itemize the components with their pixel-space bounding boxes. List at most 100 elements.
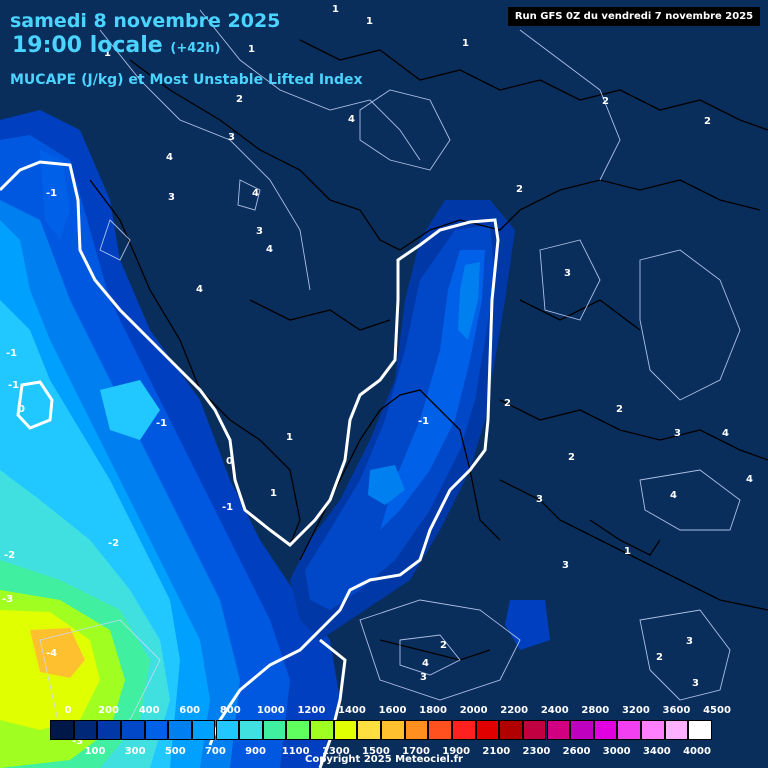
- zero-lifted-index-contour: [0, 160, 500, 768]
- legend-swatch: [499, 720, 523, 740]
- lifted-index-label: 4: [422, 658, 429, 669]
- lifted-index-label: -1: [156, 418, 167, 429]
- lifted-index-label: 4: [252, 188, 259, 199]
- legend-swatch: [97, 720, 121, 740]
- lifted-index-label: 3: [562, 560, 569, 571]
- lifted-index-label: 2: [568, 452, 575, 463]
- lifted-index-label: -1: [222, 502, 233, 513]
- legend-swatch: [144, 720, 169, 740]
- legend-swatch: [641, 720, 665, 740]
- lifted-index-label: -3: [2, 594, 13, 605]
- legend-swatch: [546, 720, 571, 740]
- local-time: 19:00 locale: [12, 33, 163, 58]
- copyright: Copyright 2025 Meteociel.fr: [305, 754, 463, 765]
- run-label: Run GFS 0Z du vendredi 7 novembre 2025: [508, 7, 760, 26]
- legend-top-label: 3600: [662, 705, 691, 716]
- legend-swatch: [73, 720, 98, 740]
- lifted-index-label: 3: [420, 672, 427, 683]
- legend-top-label: 2200: [500, 705, 529, 716]
- lifted-index-label: 2: [236, 94, 243, 105]
- legend-top-label: 800: [219, 705, 241, 716]
- legend-bottom-label: 300: [124, 746, 146, 757]
- lifted-index-label: 4: [722, 428, 729, 439]
- lifted-index-label: 3: [674, 428, 681, 439]
- legend-swatch: [688, 720, 712, 740]
- lifted-index-label: 2: [656, 652, 663, 663]
- legend-top-label: 2800: [581, 705, 610, 716]
- legend-swatch: [191, 720, 216, 740]
- lifted-index-label: 3: [564, 268, 571, 279]
- lifted-index-label: 2: [602, 96, 609, 107]
- legend-top-label: 200: [98, 705, 119, 716]
- lifted-index-label: -2: [108, 538, 119, 549]
- lifted-index-label: 2: [440, 640, 447, 651]
- legend-bottom-label: 2100: [482, 746, 511, 757]
- legend-swatch: [475, 720, 500, 740]
- lifted-index-label: 1: [366, 16, 373, 27]
- legend-bottom-label: 700: [204, 746, 226, 757]
- lifted-index-label: -1: [8, 380, 19, 391]
- lifted-index-label: 3: [686, 636, 693, 647]
- lifted-index-label: 0: [226, 456, 233, 467]
- legend-top-label: 400: [138, 705, 160, 716]
- legend-top-label: 3200: [621, 705, 650, 716]
- lifted-index-label: 1: [286, 432, 293, 443]
- lifted-index-label: 4: [196, 284, 203, 295]
- forecast-date: samedi 8 novembre 2025: [10, 10, 281, 32]
- legend-top-label: 600: [179, 705, 201, 716]
- lifted-index-label: 3: [256, 226, 263, 237]
- lifted-index-label: 1: [462, 38, 469, 49]
- legend-swatch: [357, 720, 381, 740]
- legend-swatch: [381, 720, 405, 740]
- legend-swatch: [310, 720, 334, 740]
- legend-bottom-label: 100: [84, 746, 106, 757]
- lifted-index-label: 4: [670, 490, 677, 501]
- legend-bottom-label: 500: [164, 746, 186, 757]
- lifted-index-label: -1: [6, 348, 17, 359]
- lifted-index-label: 4: [348, 114, 355, 125]
- legend-bottom-label: 2600: [562, 746, 591, 757]
- legend-top-label: 4500: [703, 705, 731, 716]
- lifted-index-label: 2: [704, 116, 711, 127]
- legend-swatch: [215, 720, 240, 740]
- lifted-index-label: -2: [4, 550, 15, 561]
- legend-swatch: [451, 720, 476, 740]
- lead-time: (+42h): [170, 41, 221, 56]
- legend-swatch: [404, 720, 429, 740]
- lifted-index-label: 3: [168, 192, 175, 203]
- legend-top-label: 1200: [297, 705, 326, 716]
- legend-top-label: 1400: [338, 705, 366, 716]
- legend-top-label: 1000: [256, 705, 285, 716]
- lifted-index-label: 0: [18, 404, 25, 415]
- legend-bottom-label: 1900: [442, 746, 471, 757]
- legend-swatch: [286, 720, 311, 740]
- legend-top-label: 2000: [459, 705, 488, 716]
- legend-swatch: [570, 720, 594, 740]
- lifted-index-label: 4: [166, 152, 173, 163]
- legend-bottom-label: 1100: [281, 746, 310, 757]
- lifted-index-label: 2: [616, 404, 623, 415]
- lifted-index-label: 4: [266, 244, 273, 255]
- legend-top-label: 1600: [378, 705, 407, 716]
- lifted-index-label: -4: [46, 648, 57, 659]
- legend-swatch: [522, 720, 547, 740]
- forecast-time: 19:00 locale (+42h): [12, 33, 221, 58]
- legend-bottom-label: 1700: [402, 746, 430, 757]
- legend-swatch: [617, 720, 642, 740]
- legend-bottom-label: 3400: [642, 746, 671, 757]
- lifted-index-label: 3: [536, 494, 543, 505]
- lifted-index-label: 2: [504, 398, 511, 409]
- legend-top-label: 1800: [419, 705, 447, 716]
- legend-bottom-label: 4000: [683, 746, 711, 757]
- lifted-index-label: -1: [418, 416, 429, 427]
- legend-top-label: 0: [64, 705, 72, 716]
- lifted-index-isolines: [39, 9, 741, 731]
- parameter-title: MUCAPE (J/kg) et Most Unstable Lifted In…: [10, 72, 363, 88]
- legend-swatch: [120, 720, 145, 740]
- coastlines: [89, 39, 768, 661]
- legend-swatch: [168, 720, 192, 740]
- legend-bottom-label: 3000: [602, 746, 631, 757]
- legend-bottom-label: 900: [245, 746, 266, 757]
